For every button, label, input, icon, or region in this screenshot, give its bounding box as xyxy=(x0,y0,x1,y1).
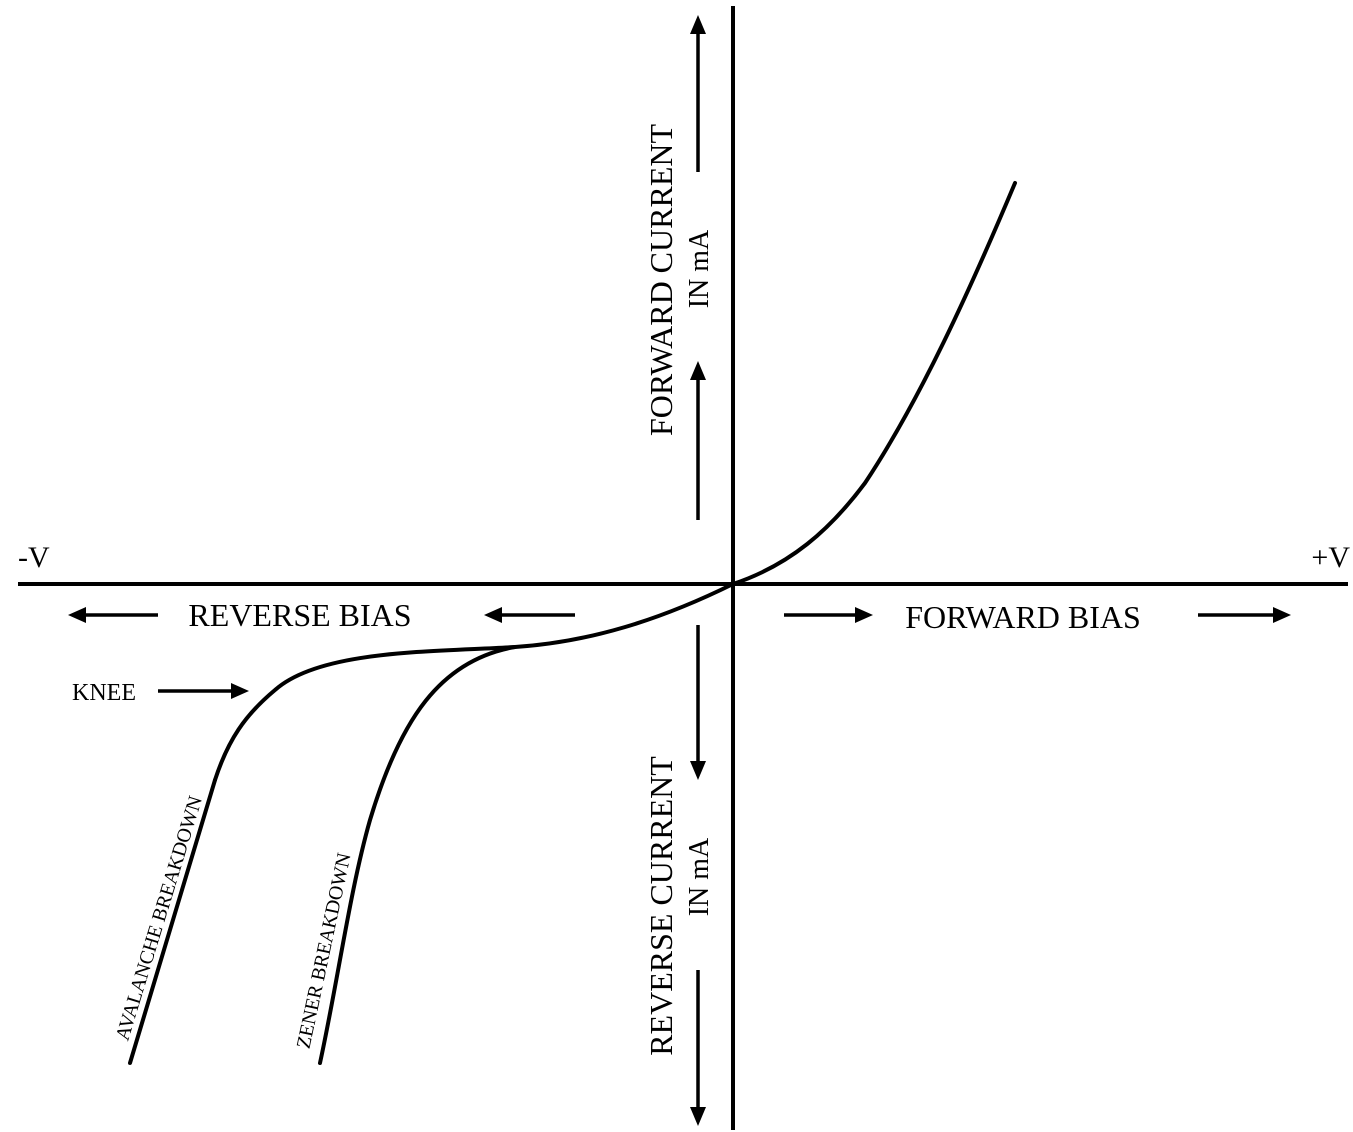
zener-breakdown-curve xyxy=(318,645,517,1065)
reverse-current-top-arrow xyxy=(690,625,706,780)
reverse-bias-right-arrow xyxy=(484,607,575,623)
forward-current-bottom-arrow xyxy=(690,361,706,520)
forward-curve xyxy=(731,181,1017,586)
forward-bias-left-arrow xyxy=(784,607,873,623)
forward-current-unit-label: IN mA xyxy=(684,229,715,308)
forward-current-top-arrow xyxy=(690,15,706,172)
reverse-leakage-curve xyxy=(213,582,735,782)
reverse-bias-left-arrow xyxy=(68,607,158,623)
reverse-bias-label: REVERSE BIAS xyxy=(188,597,411,633)
avalanche-breakdown-label: AVALANCHE BREAKDOWN xyxy=(112,793,207,1043)
reverse-current-label: REVERSE CURRENT xyxy=(643,756,679,1056)
reverse-current-bottom-arrow xyxy=(690,970,706,1126)
knee-label: KNEE xyxy=(72,680,136,706)
positive-voltage-label: +V xyxy=(1311,541,1350,574)
avalanche-breakdown-curve xyxy=(128,778,217,1065)
forward-bias-label: FORWARD BIAS xyxy=(905,599,1141,635)
reverse-current-unit-label: IN mA xyxy=(684,837,715,916)
knee-arrow xyxy=(158,683,249,699)
zener-breakdown-label: ZENER BREAKDOWN xyxy=(293,851,356,1051)
negative-voltage-label: -V xyxy=(18,541,50,574)
forward-current-label: FORWARD CURRENT xyxy=(643,124,679,437)
forward-bias-right-arrow xyxy=(1198,607,1291,623)
